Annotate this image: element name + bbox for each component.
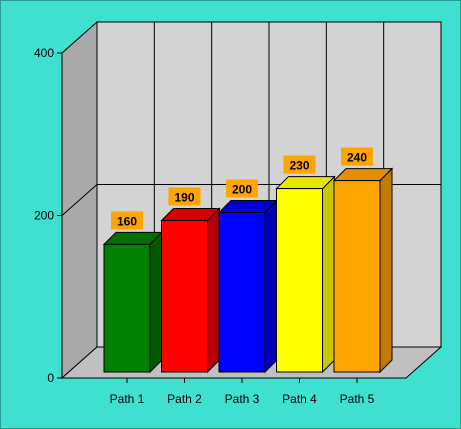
bar-side (149, 231, 163, 374)
bar (276, 188, 323, 373)
bar (103, 243, 151, 373)
y-tick-label: 200 (34, 209, 54, 223)
data-label: 240 (347, 151, 367, 165)
data-label-box (283, 155, 316, 174)
x-tick-label: Path 4 (282, 392, 317, 406)
grid-line-h-side (61, 184, 98, 216)
bar (161, 219, 208, 373)
data-label-box (226, 179, 258, 198)
data-label: 190 (174, 190, 194, 204)
bar-side (322, 175, 335, 374)
data-label: 230 (289, 159, 309, 173)
bar (333, 180, 381, 373)
bar-side (379, 167, 393, 374)
data-label-box (111, 211, 143, 230)
y-tick-label: 400 (34, 46, 54, 60)
data-label: 200 (232, 183, 252, 197)
x-tick-label: Path 5 (340, 392, 375, 406)
y-tick-label: 0 (47, 371, 54, 385)
data-label-box (341, 147, 373, 166)
data-label: 160 (117, 214, 137, 228)
x-tick-label: Path 3 (225, 392, 260, 406)
bar (218, 212, 266, 373)
x-tick-label: Path 2 (167, 392, 202, 406)
bar-side (207, 207, 220, 374)
x-tick-label: Path 1 (110, 392, 145, 406)
bar-side (264, 199, 278, 374)
data-label-box (168, 187, 201, 206)
